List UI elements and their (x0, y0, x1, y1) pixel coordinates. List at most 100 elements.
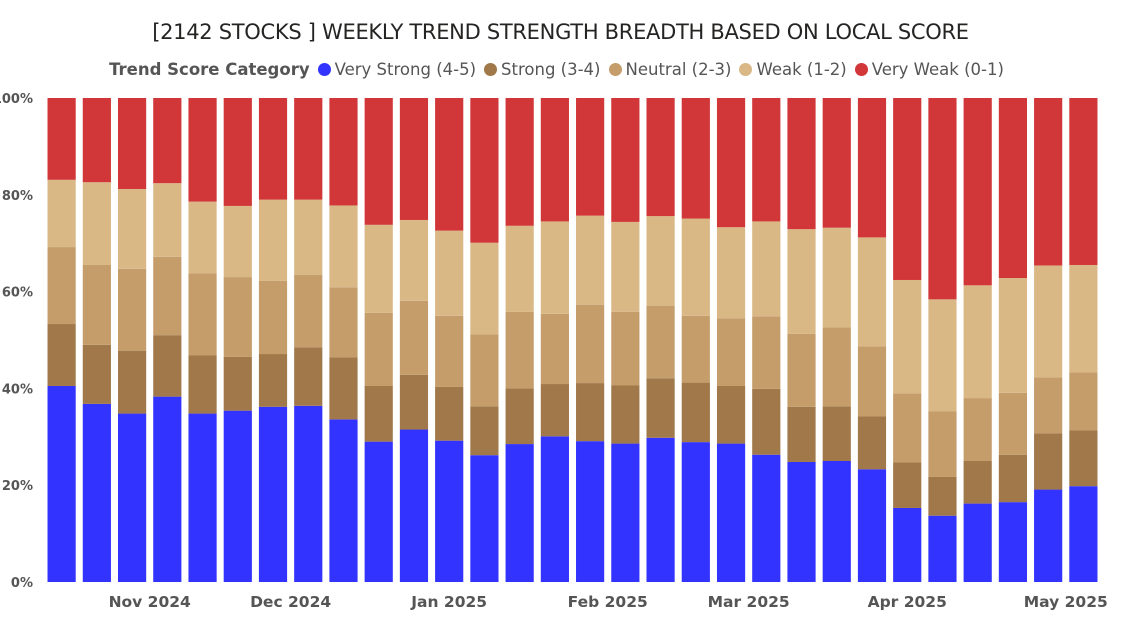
bar-segment-strong-3-4[interactable] (329, 357, 358, 420)
bar-segment-weak-1-2[interactable] (611, 221, 640, 312)
bar-segment-very-strong-4-5[interactable] (294, 405, 323, 582)
bar-segment-very-weak-0-1[interactable] (223, 98, 252, 206)
bar-segment-very-strong-4-5[interactable] (681, 442, 710, 582)
bar-segment-very-weak-0-1[interactable] (82, 98, 111, 183)
bar-segment-very-weak-0-1[interactable] (117, 98, 147, 189)
bar-segment-weak-1-2[interactable] (963, 285, 992, 399)
bar-segment-very-weak-0-1[interactable] (716, 98, 746, 228)
bar-segment-neutral-2-3[interactable] (646, 305, 675, 379)
bar-segment-very-weak-0-1[interactable] (857, 98, 887, 238)
bar-segment-very-strong-4-5[interactable] (540, 436, 569, 582)
bar-segment-strong-3-4[interactable] (47, 324, 76, 386)
bar-segment-very-weak-0-1[interactable] (576, 98, 605, 216)
bar-segment-strong-3-4[interactable] (399, 374, 429, 430)
bar-segment-very-weak-0-1[interactable] (505, 98, 534, 226)
bar-segment-weak-1-2[interactable] (223, 205, 252, 278)
bar-segment-very-strong-4-5[interactable] (893, 507, 922, 582)
bar-segment-neutral-2-3[interactable] (364, 312, 393, 386)
bar-segment-very-strong-4-5[interactable] (329, 419, 358, 582)
bar-segment-very-weak-0-1[interactable] (1069, 98, 1098, 265)
bar-segment-very-strong-4-5[interactable] (611, 443, 640, 582)
bar-segment-neutral-2-3[interactable] (857, 346, 887, 417)
bar-segment-very-strong-4-5[interactable] (646, 437, 675, 582)
bar-segment-very-weak-0-1[interactable] (294, 98, 323, 200)
bar-segment-weak-1-2[interactable] (822, 227, 851, 328)
bar-segment-neutral-2-3[interactable] (223, 277, 252, 357)
bar-segment-weak-1-2[interactable] (364, 224, 393, 313)
legend-item-very-weak[interactable]: Very Weak (0-1) (854, 60, 1004, 79)
bar-segment-very-strong-4-5[interactable] (188, 413, 217, 582)
bar-segment-strong-3-4[interactable] (576, 383, 605, 442)
bar-segment-weak-1-2[interactable] (82, 182, 111, 265)
bar-segment-very-strong-4-5[interactable] (258, 406, 288, 582)
bar-segment-very-weak-0-1[interactable] (646, 98, 675, 217)
bar-segment-neutral-2-3[interactable] (153, 256, 182, 336)
bar-segment-strong-3-4[interactable] (82, 344, 111, 404)
legend-item-neutral[interactable]: Neutral (2-3) (608, 60, 731, 79)
bar-segment-neutral-2-3[interactable] (787, 333, 816, 407)
bar-segment-weak-1-2[interactable] (188, 201, 217, 274)
bar-segment-neutral-2-3[interactable] (82, 264, 111, 345)
bar-segment-very-strong-4-5[interactable] (963, 503, 992, 582)
bar-segment-strong-3-4[interactable] (1069, 430, 1098, 487)
bar-segment-neutral-2-3[interactable] (893, 393, 922, 463)
bar-segment-weak-1-2[interactable] (470, 242, 499, 335)
bar-segment-very-weak-0-1[interactable] (540, 98, 569, 222)
bar-segment-neutral-2-3[interactable] (258, 280, 288, 355)
bar-segment-weak-1-2[interactable] (576, 215, 605, 305)
bar-segment-very-weak-0-1[interactable] (435, 98, 464, 231)
legend-item-very-strong[interactable]: Very Strong (4-5) (317, 60, 476, 79)
bar-segment-very-strong-4-5[interactable] (1069, 486, 1098, 582)
bar-segment-neutral-2-3[interactable] (540, 313, 569, 385)
bar-segment-neutral-2-3[interactable] (611, 311, 640, 386)
bar-segment-neutral-2-3[interactable] (1069, 372, 1098, 431)
bar-segment-strong-3-4[interactable] (540, 384, 569, 437)
bar-segment-very-strong-4-5[interactable] (752, 454, 781, 582)
bar-segment-very-weak-0-1[interactable] (399, 98, 429, 220)
bar-segment-neutral-2-3[interactable] (188, 273, 217, 356)
bar-segment-very-weak-0-1[interactable] (1034, 98, 1063, 266)
bar-segment-very-strong-4-5[interactable] (470, 455, 499, 582)
bar-segment-very-weak-0-1[interactable] (153, 98, 182, 184)
bar-segment-very-weak-0-1[interactable] (681, 98, 710, 219)
bar-segment-strong-3-4[interactable] (153, 335, 182, 397)
bar-segment-weak-1-2[interactable] (1034, 265, 1063, 378)
bar-segment-strong-3-4[interactable] (364, 385, 393, 442)
bar-segment-weak-1-2[interactable] (928, 299, 957, 412)
bar-segment-neutral-2-3[interactable] (470, 334, 499, 407)
bar-segment-neutral-2-3[interactable] (47, 247, 76, 325)
bar-segment-neutral-2-3[interactable] (576, 304, 605, 384)
bar-segment-very-strong-4-5[interactable] (822, 461, 851, 582)
bar-segment-neutral-2-3[interactable] (998, 392, 1028, 455)
bar-segment-very-weak-0-1[interactable] (822, 98, 851, 228)
bar-segment-neutral-2-3[interactable] (681, 315, 710, 383)
bar-segment-weak-1-2[interactable] (505, 225, 534, 312)
bar-segment-very-strong-4-5[interactable] (787, 461, 816, 582)
bar-segment-very-strong-4-5[interactable] (1034, 489, 1063, 582)
bar-segment-very-strong-4-5[interactable] (153, 396, 182, 582)
bar-segment-neutral-2-3[interactable] (716, 318, 746, 386)
bar-segment-strong-3-4[interactable] (470, 406, 499, 456)
bar-segment-weak-1-2[interactable] (47, 179, 76, 248)
bar-segment-neutral-2-3[interactable] (505, 311, 534, 389)
bar-segment-weak-1-2[interactable] (117, 188, 147, 269)
bar-segment-very-weak-0-1[interactable] (611, 98, 640, 222)
bar-segment-very-weak-0-1[interactable] (188, 98, 217, 202)
bar-segment-strong-3-4[interactable] (963, 461, 992, 504)
bar-segment-strong-3-4[interactable] (294, 347, 323, 406)
bar-segment-very-strong-4-5[interactable] (505, 444, 534, 582)
legend-item-weak[interactable]: Weak (1-2) (739, 60, 847, 79)
bar-segment-weak-1-2[interactable] (752, 221, 781, 317)
bar-segment-weak-1-2[interactable] (857, 237, 887, 347)
bar-segment-very-strong-4-5[interactable] (998, 502, 1028, 582)
bar-segment-very-weak-0-1[interactable] (787, 98, 816, 230)
bar-segment-very-strong-4-5[interactable] (47, 385, 76, 582)
bar-segment-weak-1-2[interactable] (1069, 264, 1098, 373)
bar-segment-very-weak-0-1[interactable] (470, 98, 499, 243)
bar-segment-neutral-2-3[interactable] (294, 274, 323, 348)
bar-segment-very-weak-0-1[interactable] (893, 98, 922, 280)
bar-segment-very-weak-0-1[interactable] (329, 98, 358, 206)
bar-segment-weak-1-2[interactable] (540, 221, 569, 314)
bar-segment-strong-3-4[interactable] (223, 356, 252, 411)
bar-segment-neutral-2-3[interactable] (822, 327, 851, 407)
